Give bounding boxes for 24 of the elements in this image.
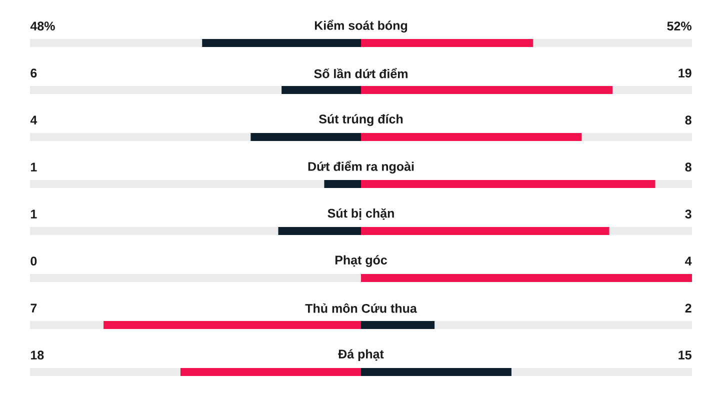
data-label: 4 xyxy=(685,256,692,266)
data-label: 18 xyxy=(30,350,44,360)
data-label: 0 xyxy=(30,256,37,266)
data-label: 19 xyxy=(678,68,692,78)
data-label: 4 xyxy=(30,116,38,124)
data-label: 7 xyxy=(30,304,37,312)
category-label: Sút trúng đích xyxy=(319,114,403,126)
data-label: 52% xyxy=(667,22,692,31)
category-label: Dứt điểm ra ngoài xyxy=(308,160,414,174)
data-label: 15 xyxy=(678,350,692,360)
category-label: Kiểm soát bóng xyxy=(314,20,408,32)
category-label: Số lần dứt điểm xyxy=(314,68,408,78)
data-label: 3 xyxy=(685,210,692,219)
data-label: 1 xyxy=(30,162,37,172)
category-label: Thủ môn Cứu thua xyxy=(305,303,417,313)
data-label: 1 xyxy=(30,210,37,218)
data-label: 48% xyxy=(30,22,55,31)
category-label: Phạt góc xyxy=(335,255,388,267)
data-label: 8 xyxy=(685,116,692,125)
category-label: Đá phạt xyxy=(338,349,384,361)
data-label: 2 xyxy=(685,304,692,312)
category-label: Sút bị chặn xyxy=(328,208,394,220)
data-label: 8 xyxy=(685,162,692,172)
data-label: 6 xyxy=(30,68,37,78)
